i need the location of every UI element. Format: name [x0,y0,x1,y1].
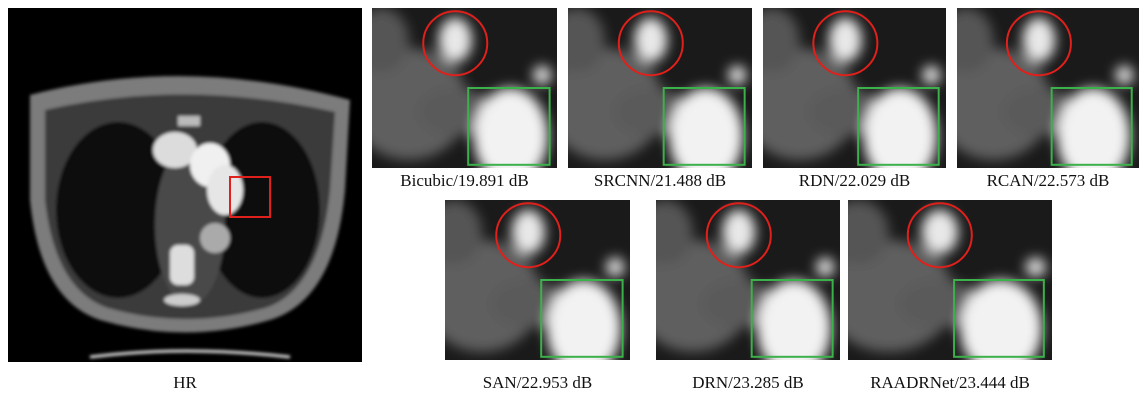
page: HR Bicubic/19.891 dB SRCNN/21.488 dB RDN/2… [0,0,1139,403]
crop-caption: RAADRNet/23.444 dB [870,373,1030,392]
crop-image [546,8,752,184]
crop-image [935,8,1139,184]
crop-image [350,8,557,184]
crop-caption: DRN/23.285 dB [692,373,803,392]
hr-caption: HR [173,373,197,392]
figure: HR Bicubic/19.891 dB SRCNN/21.488 dB RDN/2… [0,0,1139,403]
hr-image [8,8,362,362]
crop-image [741,8,946,184]
crop-caption: Bicubic/19.891 dB [400,171,528,190]
crop-image [634,200,840,376]
crop-caption: RCAN/22.573 dB [987,171,1110,190]
crop-image [423,200,630,376]
crop-caption: SRCNN/21.488 dB [594,171,726,190]
crop-caption: RDN/22.029 dB [799,171,910,190]
crop-image [824,200,1052,376]
crop-caption: SAN/22.953 dB [483,373,593,392]
